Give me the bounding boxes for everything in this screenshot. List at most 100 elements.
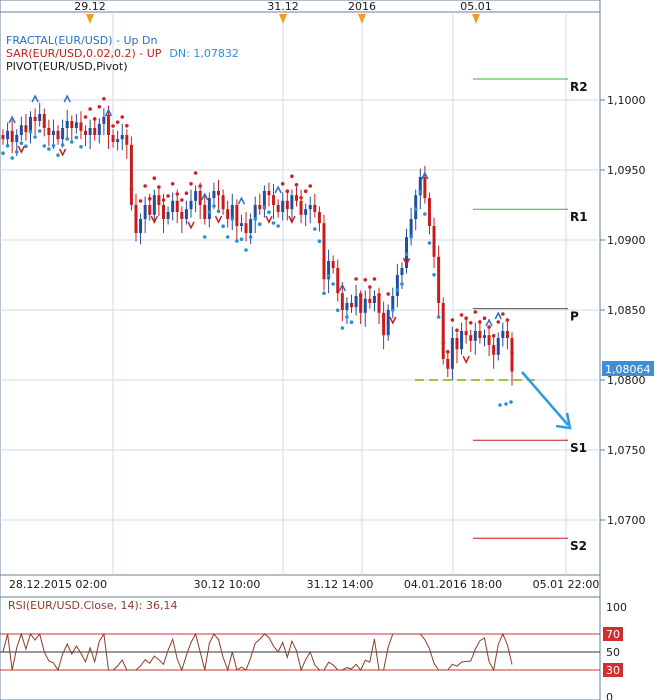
sar-dot-1 bbox=[5, 144, 10, 148]
current-price-label: 1,08064 bbox=[605, 363, 651, 376]
candle-body-57 bbox=[262, 191, 266, 210]
bottom-time-axis: 28.12.2015 02:00 30.12 10:00 31.12 14:00 04… bbox=[9, 578, 599, 591]
fractal-dn-2 bbox=[150, 215, 158, 224]
candle-body-92 bbox=[423, 177, 427, 198]
candle-body-99 bbox=[455, 338, 459, 350]
candle-body-49 bbox=[226, 209, 230, 219]
sar-dot-92 bbox=[423, 212, 427, 216]
sar-dot-14 bbox=[65, 137, 69, 141]
main-panel-border bbox=[0, 0, 601, 598]
sar-dot-109 bbox=[501, 312, 505, 316]
sar-dot-13 bbox=[60, 143, 65, 147]
top-time-axis: 29.12 31.12 2016 05.01 bbox=[74, 0, 492, 24]
sar-dot-71 bbox=[326, 274, 331, 278]
sar-dot-50 bbox=[230, 217, 235, 221]
candle-body-94 bbox=[432, 226, 436, 257]
sar-dot-22 bbox=[102, 97, 106, 101]
candle-body-10 bbox=[47, 128, 51, 135]
candle-body-53 bbox=[244, 223, 248, 233]
candle-body-46 bbox=[212, 191, 216, 198]
sar-dot-69 bbox=[317, 239, 322, 243]
candle-body-86 bbox=[395, 275, 399, 296]
sar-dot-104 bbox=[478, 320, 482, 324]
candle-body-32 bbox=[148, 205, 152, 215]
pivot-lines: R2 R1 P S1 S2 bbox=[473, 78, 588, 553]
fractal-dn-3 bbox=[187, 221, 195, 230]
fractal-dn-8 bbox=[402, 257, 411, 266]
fractal-dn-0 bbox=[17, 145, 26, 154]
sar-dot-6 bbox=[28, 130, 33, 134]
candle-body-111 bbox=[510, 338, 514, 372]
sar-dot-24 bbox=[111, 124, 115, 128]
rsi-line bbox=[2, 632, 513, 672]
candle-body-63 bbox=[290, 195, 294, 210]
pivot-label-R1: R1 bbox=[570, 210, 588, 224]
fractal-up-4 bbox=[201, 192, 209, 201]
sar-dot-57 bbox=[262, 205, 267, 209]
sar-dot-91 bbox=[418, 190, 423, 194]
sar-dot-106 bbox=[487, 325, 491, 329]
candle-body-13 bbox=[61, 128, 65, 140]
price-tick-label-1: 1,0950 bbox=[607, 164, 646, 177]
sar-dot-89 bbox=[409, 235, 413, 239]
price-tick-label-6: 1,0700 bbox=[607, 514, 646, 527]
candle-body-97 bbox=[446, 359, 450, 369]
fractal-up-10 bbox=[494, 311, 502, 320]
sar-dot-11 bbox=[51, 144, 56, 148]
legend-sar-label: SAR(EUR/USD,0.02,0.2) - UP bbox=[6, 47, 162, 60]
price-tick-label-5: 1,0750 bbox=[607, 444, 646, 457]
sar-dot-110 bbox=[505, 318, 510, 322]
candle-body-16 bbox=[74, 122, 78, 128]
candle-body-25 bbox=[116, 139, 120, 142]
legend-sar-dn: DN: 1,07832 bbox=[169, 47, 238, 60]
candle-body-67 bbox=[308, 205, 312, 210]
candle-body-71 bbox=[327, 261, 331, 280]
sar-dot-36 bbox=[166, 194, 170, 198]
sar-dot-7 bbox=[33, 135, 37, 139]
session-marker-2 bbox=[358, 14, 366, 24]
top-axis-label-2: 2016 bbox=[348, 0, 376, 13]
candle-body-5 bbox=[24, 125, 28, 133]
candle-body-35 bbox=[161, 205, 165, 219]
candle-body-69 bbox=[317, 212, 321, 224]
top-axis-label-3: 05.01 bbox=[460, 0, 492, 13]
sar-dot-8 bbox=[37, 129, 42, 133]
sar-dot-105 bbox=[482, 316, 487, 321]
sar-dot-94 bbox=[432, 273, 436, 277]
sar-dot-56 bbox=[257, 222, 262, 226]
fractal-dn-9 bbox=[462, 355, 470, 364]
candle-body-4 bbox=[19, 125, 23, 135]
candle-body-51 bbox=[235, 205, 239, 226]
candle-body-98 bbox=[450, 338, 454, 369]
sar-dot-108 bbox=[496, 320, 501, 324]
pivot-label-S2: S2 bbox=[570, 539, 587, 553]
price-tick-label-3: 1,0850 bbox=[607, 304, 646, 317]
candle-body-107 bbox=[492, 345, 496, 355]
candle-body-21 bbox=[97, 123, 101, 135]
price-tick-label-0: 1,1000 bbox=[607, 94, 646, 107]
sar-dot-38 bbox=[175, 192, 180, 196]
rsi-tick-badge-70 bbox=[603, 627, 623, 641]
candle-body-78 bbox=[359, 296, 363, 313]
fractal-up-5 bbox=[237, 196, 246, 205]
sar-dot-80 bbox=[368, 285, 372, 289]
bottom-axis-label-2: 31.12 14:00 bbox=[307, 578, 374, 591]
sar-dot-39 bbox=[180, 198, 184, 202]
candle-body-8 bbox=[38, 114, 42, 121]
sar-dot-78 bbox=[358, 293, 363, 297]
candle-body-81 bbox=[372, 296, 376, 303]
candle-body-85 bbox=[391, 296, 395, 310]
sar-dot-46 bbox=[212, 204, 216, 208]
chart-frame bbox=[0, 0, 601, 700]
candle-body-59 bbox=[272, 195, 276, 205]
candle-body-24 bbox=[111, 135, 115, 142]
candle-body-77 bbox=[354, 296, 358, 308]
candle-body-39 bbox=[180, 212, 184, 219]
sar-dot-49 bbox=[225, 235, 230, 239]
sar-dot-17 bbox=[79, 145, 83, 149]
candle-body-52 bbox=[239, 223, 243, 226]
sar-dot-61 bbox=[280, 182, 285, 186]
candle-body-27 bbox=[125, 135, 129, 145]
sar-dot-95 bbox=[436, 315, 441, 319]
